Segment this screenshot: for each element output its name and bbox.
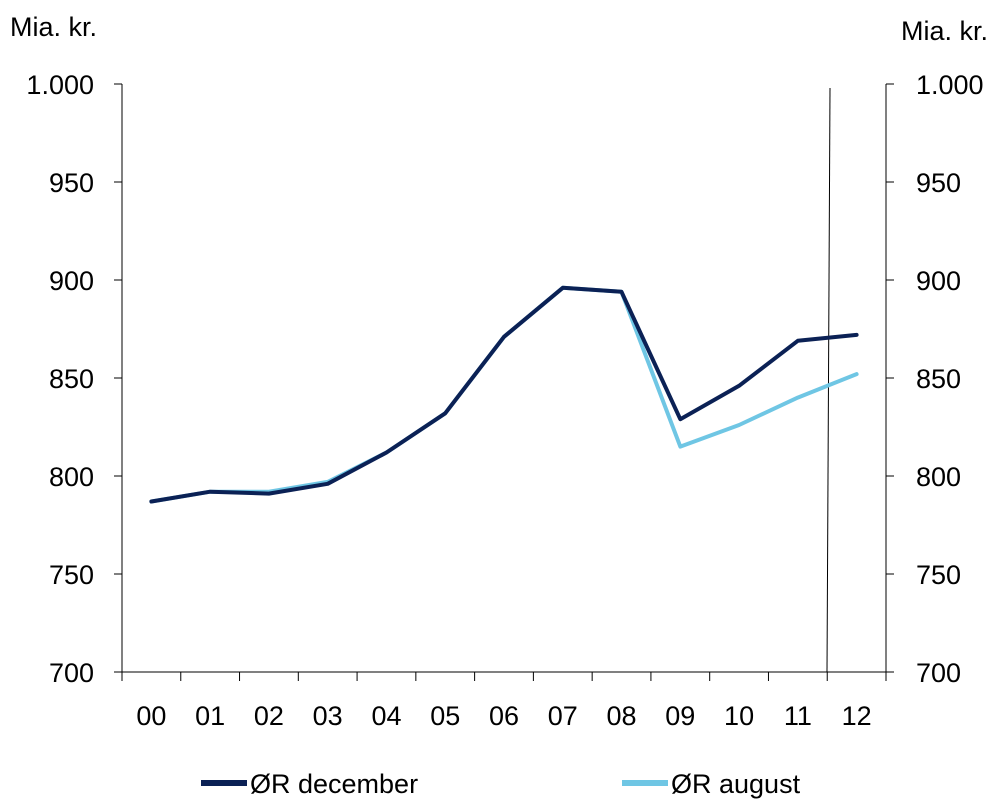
- x-tick-label: 00: [136, 701, 166, 731]
- right-y-tick-label: 900: [916, 266, 961, 296]
- legend-label-oer-december: ØR december: [250, 769, 418, 799]
- series-layer: [149, 285, 859, 504]
- x-tick-label: 07: [548, 701, 578, 731]
- x-tick-label: 01: [195, 701, 225, 731]
- legend: ØR december ØR august: [201, 769, 801, 799]
- x-tick-label: 03: [313, 701, 343, 731]
- x-tick-label: 09: [665, 701, 695, 731]
- right-y-tick-label: 1.000: [916, 70, 984, 100]
- left-y-axis-ticks: 700 750 800 850 900 950 1.000: [26, 70, 122, 688]
- left-y-tick-label: 700: [49, 658, 94, 688]
- left-y-tick-label: 900: [49, 266, 94, 296]
- x-tick-label: 06: [489, 701, 519, 731]
- x-tick-label: 10: [724, 701, 754, 731]
- right-y-tick-label: 750: [916, 560, 961, 590]
- x-tick-label: 05: [430, 701, 460, 731]
- right-y-tick-label: 950: [916, 168, 961, 198]
- left-y-tick-label: 750: [49, 560, 94, 590]
- left-y-tick-label: 800: [49, 462, 94, 492]
- series-line-oer-august: [149, 285, 859, 504]
- series-line-oer-december: [149, 285, 859, 504]
- right-axis-unit-label: Mia. kr.: [901, 16, 988, 46]
- right-y-tick-label: 850: [916, 364, 961, 394]
- right-y-axis-ticks: 700 750 800 850 900 950 1.000: [886, 70, 984, 688]
- x-tick-label: 11: [784, 701, 812, 731]
- x-tick-label: 02: [254, 701, 284, 731]
- left-y-tick-label: 950: [49, 168, 94, 198]
- x-tick-label: 04: [371, 701, 401, 731]
- x-tick-label: 12: [842, 701, 872, 731]
- left-y-tick-label: 1.000: [26, 70, 94, 100]
- left-axis-unit-label: Mia. kr.: [10, 12, 97, 42]
- x-axis-ticks: 00 01 02 03 04 05 06 07 08 09 10 11 12: [121, 672, 887, 731]
- left-y-tick-label: 850: [49, 364, 94, 394]
- x-tick-label: 08: [607, 701, 637, 731]
- right-y-tick-label: 800: [916, 462, 961, 492]
- legend-label-oer-august: ØR august: [671, 769, 801, 799]
- forecast-divider-line: [826, 87, 831, 673]
- axes: [121, 84, 887, 673]
- right-y-tick-label: 700: [916, 658, 961, 688]
